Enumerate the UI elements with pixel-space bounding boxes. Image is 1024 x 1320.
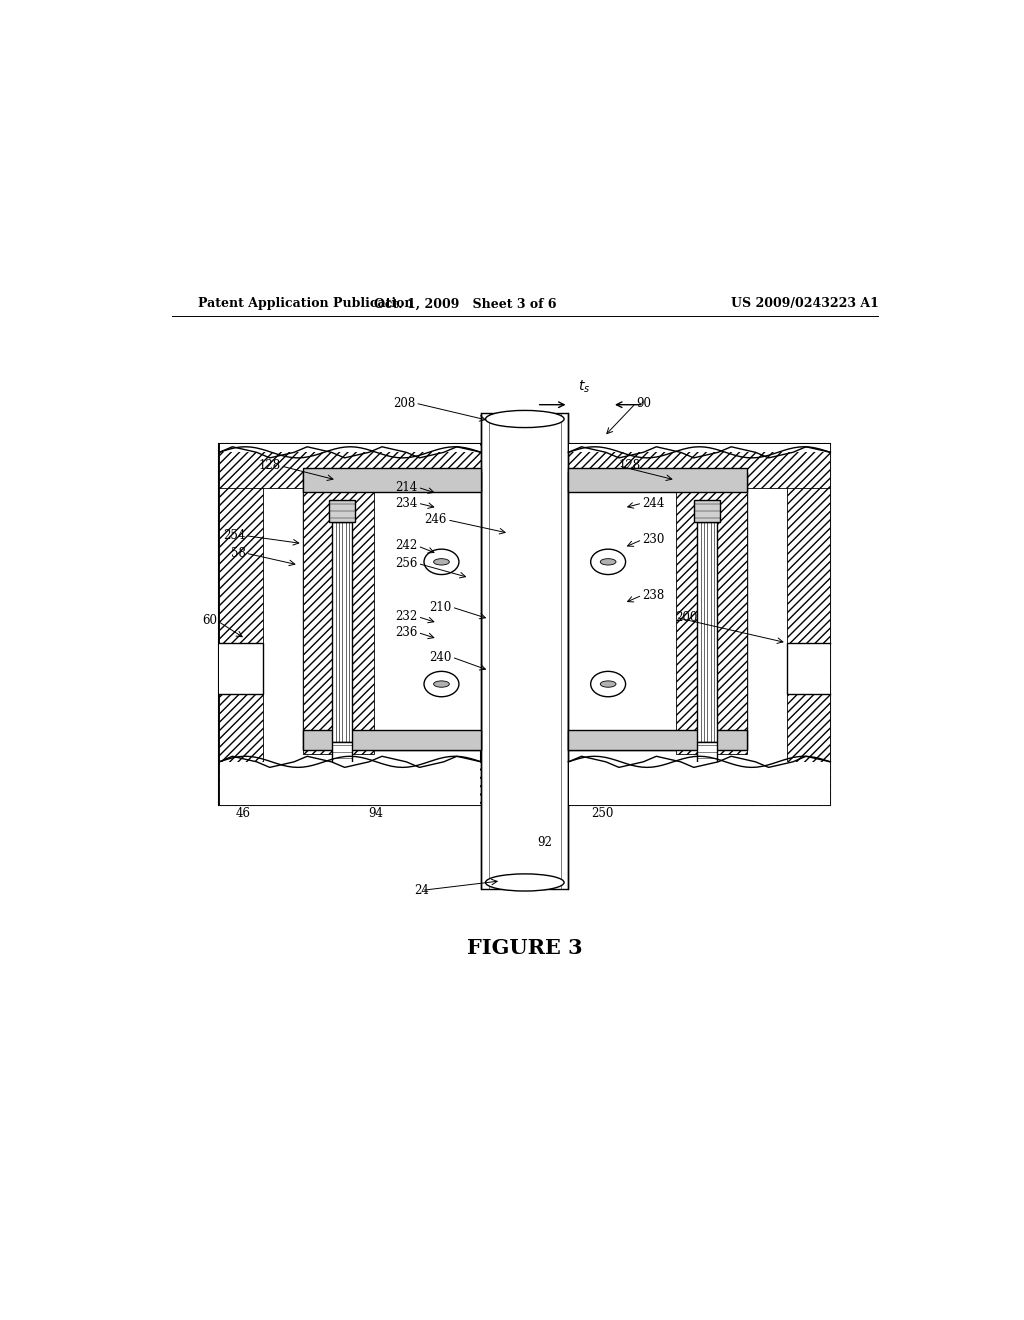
Text: 230: 230 [642, 533, 665, 546]
Text: 234: 234 [395, 496, 418, 510]
Text: 244: 244 [642, 496, 665, 510]
Text: 60: 60 [202, 614, 217, 627]
Text: 256: 256 [395, 557, 418, 570]
Bar [568, 445, 830, 488]
Ellipse shape [600, 681, 616, 688]
Polygon shape [333, 793, 352, 803]
Bar [568, 469, 748, 492]
Bar [303, 469, 374, 754]
Bar [220, 445, 480, 451]
Text: 214: 214 [395, 480, 418, 494]
Text: FIGURE 3: FIGURE 3 [467, 939, 583, 958]
Text: 24: 24 [414, 884, 429, 896]
Bar [569, 762, 829, 805]
Text: 128: 128 [618, 459, 641, 473]
Text: 90: 90 [636, 396, 651, 409]
Bar [220, 762, 480, 805]
Ellipse shape [485, 874, 564, 891]
Polygon shape [697, 793, 717, 803]
Ellipse shape [433, 558, 450, 565]
Text: 94: 94 [368, 807, 383, 820]
Text: 58: 58 [230, 546, 246, 560]
Text: 210: 210 [429, 601, 452, 614]
Ellipse shape [600, 558, 616, 565]
Bar [676, 469, 748, 754]
Text: 232: 232 [395, 610, 418, 623]
Text: US 2009/0243223 A1: US 2009/0243223 A1 [731, 297, 879, 310]
Bar [569, 445, 829, 451]
Ellipse shape [424, 672, 459, 697]
Text: 238: 238 [642, 589, 665, 602]
Bar [219, 762, 481, 805]
Text: 236: 236 [395, 626, 418, 639]
Bar [786, 445, 830, 805]
Text: 46: 46 [236, 807, 251, 820]
Ellipse shape [591, 672, 626, 697]
Text: 128: 128 [258, 459, 281, 473]
Bar [697, 742, 717, 793]
Bar [694, 500, 720, 523]
Text: 246: 246 [425, 513, 447, 527]
Polygon shape [219, 643, 263, 694]
Polygon shape [786, 643, 830, 694]
Ellipse shape [433, 681, 450, 688]
Text: 200: 200 [676, 611, 698, 624]
Bar [568, 762, 830, 805]
Bar [303, 473, 481, 750]
Bar [219, 445, 481, 805]
Text: 254: 254 [223, 529, 246, 543]
Bar [333, 523, 352, 742]
Ellipse shape [591, 549, 626, 574]
Bar [481, 413, 568, 888]
Bar [568, 445, 830, 805]
Bar [330, 500, 355, 523]
Text: $t_s$: $t_s$ [579, 379, 591, 395]
Bar [697, 523, 717, 742]
Text: Patent Application Publication: Patent Application Publication [198, 297, 414, 310]
Bar [219, 445, 481, 488]
Bar [568, 473, 748, 750]
Ellipse shape [485, 411, 564, 428]
Text: 240: 240 [429, 651, 452, 664]
Text: 208: 208 [393, 396, 416, 409]
Bar [333, 742, 352, 793]
Bar [219, 445, 263, 805]
Bar [303, 469, 481, 492]
Bar [303, 730, 481, 750]
Text: 92: 92 [538, 837, 552, 849]
Ellipse shape [424, 549, 459, 574]
Bar [568, 730, 748, 750]
Text: 242: 242 [395, 540, 418, 553]
Text: Oct. 1, 2009   Sheet 3 of 6: Oct. 1, 2009 Sheet 3 of 6 [374, 297, 556, 310]
Text: 250: 250 [592, 807, 613, 820]
